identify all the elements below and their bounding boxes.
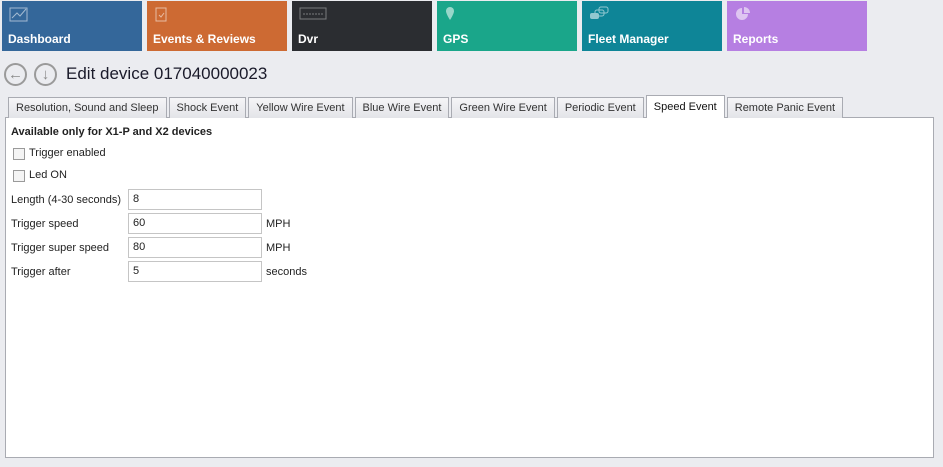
trigger-super-speed-input[interactable]: 80 xyxy=(128,237,262,258)
section-heading: Available only for X1-P and X2 devices xyxy=(11,126,213,138)
led-on-label: Led ON xyxy=(29,169,67,181)
tile-dashboard[interactable]: Dashboard xyxy=(2,1,142,51)
tile-fleet-manager[interactable]: Fleet Manager xyxy=(582,1,722,51)
tile-label: GPS xyxy=(443,32,469,46)
trigger-after-unit: seconds xyxy=(266,265,307,278)
download-button[interactable]: ↓ xyxy=(34,63,57,86)
tile-label: Dashboard xyxy=(8,32,71,46)
trigger-super-speed-unit: MPH xyxy=(266,241,291,254)
page-title: Edit device 017040000023 xyxy=(66,64,268,83)
trigger-speed-unit: MPH xyxy=(266,217,291,230)
tile-label: Reports xyxy=(733,32,779,46)
clipboard-check-icon xyxy=(155,7,167,22)
tab-resolution-sound-sleep[interactable]: Resolution, Sound and Sleep xyxy=(8,97,167,118)
dvr-logo-icon xyxy=(299,7,327,20)
length-input[interactable]: 8 xyxy=(128,189,262,210)
led-on-checkbox[interactable] xyxy=(13,170,25,182)
trigger-enabled-checkbox[interactable] xyxy=(13,148,25,160)
tile-dvr[interactable]: Dvr xyxy=(292,1,432,51)
tab-shock-event[interactable]: Shock Event xyxy=(168,97,247,118)
chart-line-icon xyxy=(9,7,28,22)
tile-label: Fleet Manager xyxy=(588,32,669,46)
tile-reports[interactable]: Reports xyxy=(727,1,867,51)
trigger-super-speed-row: Trigger super speed 80 MPH xyxy=(11,237,290,258)
trigger-after-row: Trigger after 5 seconds xyxy=(11,261,307,282)
tab-green-wire-event[interactable]: Green Wire Event xyxy=(451,97,555,118)
trigger-after-input[interactable]: 5 xyxy=(128,261,262,282)
tab-speed-event[interactable]: Speed Event xyxy=(645,95,725,118)
pie-chart-icon xyxy=(736,7,750,20)
trigger-enabled-label: Trigger enabled xyxy=(29,147,106,159)
length-row: Length (4-30 seconds) 8 xyxy=(11,189,262,210)
trigger-after-label: Trigger after xyxy=(11,265,71,278)
trigger-super-speed-label: Trigger super speed xyxy=(11,241,110,254)
trigger-speed-row: Trigger speed 60 MPH xyxy=(11,213,290,234)
tile-label: Dvr xyxy=(298,32,319,46)
tile-gps[interactable]: GPS xyxy=(437,1,577,51)
tile-events-reviews[interactable]: Events & Reviews xyxy=(147,1,287,51)
arrow-down-icon: ↓ xyxy=(41,66,50,83)
back-button[interactable]: ← xyxy=(4,63,27,86)
cars-icon xyxy=(590,6,609,19)
tab-bar: Resolution, Sound and Sleep Shock Event … xyxy=(8,95,844,118)
speed-event-panel: Available only for X1-P and X2 devices T… xyxy=(5,117,934,458)
trigger-speed-label: Trigger speed xyxy=(11,217,79,230)
tab-yellow-wire-event[interactable]: Yellow Wire Event xyxy=(248,97,353,118)
tab-periodic-event[interactable]: Periodic Event xyxy=(556,97,644,118)
arrow-left-icon: ← xyxy=(8,66,23,83)
tab-blue-wire-event[interactable]: Blue Wire Event xyxy=(354,97,450,118)
tab-remote-panic-event[interactable]: Remote Panic Event xyxy=(726,97,844,118)
trigger-speed-input[interactable]: 60 xyxy=(128,213,262,234)
map-pin-icon xyxy=(446,7,454,20)
length-label: Length (4-30 seconds) xyxy=(11,193,122,206)
tile-label: Events & Reviews xyxy=(153,32,256,46)
